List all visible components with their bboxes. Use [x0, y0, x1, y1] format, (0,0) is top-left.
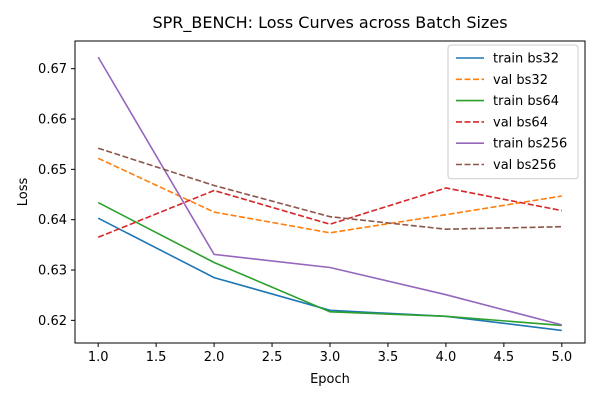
series-line-val-bs256 — [97, 147, 562, 231]
legend-label: train bs256 — [493, 137, 567, 152]
legend-label: val bs256 — [493, 158, 556, 173]
legend: train bs32 val bs32 train bs64 val bs64 trai… — [447, 44, 579, 180]
series-line-train-bs256 — [97, 56, 563, 326]
series-line-val-bs32 — [97, 157, 562, 234]
series-layer — [97, 56, 563, 332]
x-tick-label: 5.0 — [551, 350, 572, 365]
x-tick-label: 2.5 — [262, 350, 283, 365]
legend-box — [447, 44, 579, 180]
legend-label: val bs32 — [493, 73, 548, 88]
x-tick-label: 3.5 — [378, 350, 399, 365]
legend-label: train bs32 — [493, 52, 559, 67]
series-line-train-bs32 — [97, 217, 562, 332]
x-tick-label: 1.5 — [146, 350, 167, 365]
y-tick-label: 0.66 — [38, 113, 67, 128]
x-tick-label: 3.0 — [320, 350, 341, 365]
chart-title: SPR_BENCH: Loss Curves across Batch Size… — [152, 13, 507, 33]
axes-layer: 1.0 1.5 2.0 2.5 3.0 3.5 4.0 4.5 5.0 0.62 0.63 0.64 0… — [38, 40, 586, 365]
y-tick-label: 0.63 — [38, 264, 67, 279]
x-axis-label: Epoch — [310, 372, 350, 387]
y-tick-label: 0.67 — [38, 62, 67, 77]
y-axis-label: Loss — [16, 178, 31, 207]
x-tick-label: 4.5 — [494, 350, 515, 365]
x-tick-label: 4.0 — [436, 350, 457, 365]
series-line-train-bs64 — [97, 201, 562, 327]
x-tick-label: 2.0 — [204, 350, 225, 365]
legend-label: val bs64 — [493, 115, 548, 130]
x-tick-label: 1.0 — [88, 350, 109, 365]
legend-label: train bs64 — [493, 94, 559, 109]
y-tick-label: 0.62 — [38, 314, 67, 329]
series-line-val-bs64 — [97, 187, 562, 239]
y-tick-label: 0.64 — [38, 213, 67, 228]
y-tick-label: 0.65 — [38, 163, 67, 178]
